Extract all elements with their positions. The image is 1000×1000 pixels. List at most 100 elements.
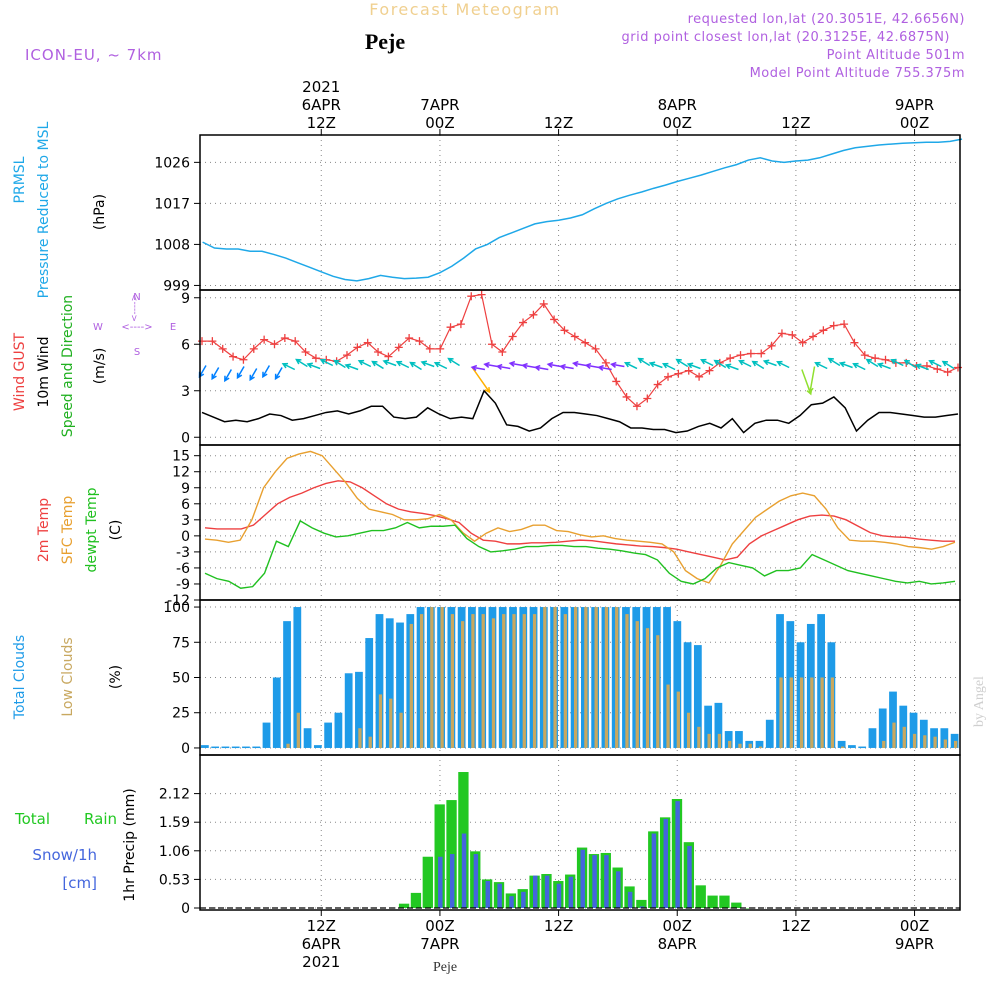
low-clouds-bar (286, 743, 290, 748)
x-tick-label-top: 6APR (302, 96, 341, 114)
rain-bar (719, 895, 730, 908)
credit-watermark: by Angel (972, 676, 987, 727)
low-clouds-bar (728, 740, 732, 748)
wind-direction-arrow (762, 359, 777, 367)
gust-marker (840, 320, 849, 329)
snow-bar (509, 896, 514, 908)
gust-marker (529, 310, 538, 319)
gust-marker (954, 363, 962, 372)
rain-bar (422, 856, 433, 908)
total-clouds-bar (242, 746, 250, 749)
wind-direction-arrow (648, 361, 663, 369)
wind-direction-arrow (597, 364, 612, 371)
y-tick-label: 2.12 (159, 787, 190, 803)
rain-bar (434, 804, 445, 908)
temp-unit-label: (C) (108, 520, 124, 541)
gust-marker (809, 332, 818, 341)
gust-marker (384, 352, 393, 361)
low-clouds-bar (758, 746, 763, 749)
low-clouds-bar (419, 614, 424, 748)
gust-marker (467, 292, 476, 301)
low-clouds-bar (532, 614, 537, 748)
gust-marker (746, 349, 755, 358)
gust-marker (798, 338, 807, 347)
wind-direction-arrow (295, 358, 308, 368)
low-clouds-bar (820, 677, 824, 748)
low-clouds-bar (902, 726, 906, 748)
wind-direction-arrow (941, 360, 955, 370)
low-clouds-bar (471, 614, 475, 748)
low-clouds-bar (594, 607, 598, 748)
low-clouds-bar (512, 614, 516, 748)
snow-bar (651, 833, 657, 908)
wind-direction-arrow (395, 360, 410, 369)
total-clouds-axis-label: Total Clouds (12, 635, 28, 720)
low-clouds-bar (656, 635, 660, 748)
precip-unit-label: 1hr Precip (mm) (122, 788, 138, 901)
y-tick-label: 3 (181, 384, 190, 400)
gust-marker (705, 366, 714, 375)
gust-marker (632, 402, 641, 411)
wind-gust-axis-label: Wind GUST (12, 332, 28, 411)
gust-marker (456, 320, 465, 329)
low-clouds-bar (389, 698, 393, 748)
y-tick-label: 0 (181, 741, 190, 757)
compass-arrow: <----> (121, 322, 152, 333)
grid-point: grid point closest lon,lat (20.3125E, 42… (622, 30, 950, 45)
y-tick-label: 0 (181, 430, 190, 446)
gust-marker (819, 326, 828, 335)
snow-bar (497, 883, 502, 908)
low-clouds-bar (841, 746, 845, 749)
gust-marker (270, 340, 279, 349)
wind-direction-arrow (382, 359, 397, 367)
rain-bar (743, 908, 754, 909)
gust-marker (943, 368, 952, 377)
pressure-unit-label: (hPa) (92, 194, 108, 230)
wind-direction-arrow (306, 362, 321, 370)
wind-direction-arrow (890, 358, 904, 367)
low-clouds-bar (491, 618, 496, 748)
y-tick-label: 1.59 (159, 815, 190, 831)
snow-bar (675, 801, 680, 908)
wind-direction-arrow (371, 360, 384, 370)
snow-bar (521, 891, 526, 908)
wind-direction-arrow (211, 367, 220, 381)
gust-marker (612, 377, 621, 386)
total-clouds-bar (848, 745, 856, 748)
y-tick-label: -6 (176, 561, 190, 577)
wind-direction-arrow (533, 364, 549, 371)
location-title: Peje (365, 29, 406, 54)
total-clouds-bar (375, 614, 384, 748)
total-clouds-bar (858, 746, 867, 749)
snow-bar (438, 856, 443, 908)
total-clouds-bar (878, 708, 887, 748)
total-clouds-bar (919, 719, 928, 748)
dewpt-line (204, 519, 956, 589)
low-clouds-bar (296, 712, 300, 748)
gust-marker (260, 335, 269, 344)
gust-marker (591, 344, 600, 353)
gust-marker (736, 351, 745, 360)
gust-marker (777, 329, 786, 338)
model-label: ICON-EU, ~ 7km (25, 46, 163, 64)
snow-bar (449, 854, 455, 908)
snow-bar (461, 833, 467, 908)
gust-marker (539, 299, 548, 308)
low-clouds-bar (748, 743, 752, 748)
total-clouds-bar (201, 745, 209, 748)
low-clouds-bar (697, 726, 701, 748)
wind-direction-arrow (724, 363, 739, 371)
wind-direction-arrow (224, 369, 233, 383)
low-clouds-bar (810, 677, 814, 748)
x-tick-label-top: 00Z (900, 114, 929, 132)
y-tick-label: 3 (181, 513, 190, 529)
wind-direction-arrow (623, 361, 638, 370)
gust-marker (829, 321, 838, 330)
low-clouds-bar (645, 628, 650, 748)
low-clouds-bar (625, 614, 629, 748)
low-clouds-bar (461, 621, 465, 748)
x-tick-label-top: 7APR (420, 96, 459, 114)
wind-direction-arrow (928, 359, 942, 368)
total-clouds-bar (663, 607, 671, 748)
